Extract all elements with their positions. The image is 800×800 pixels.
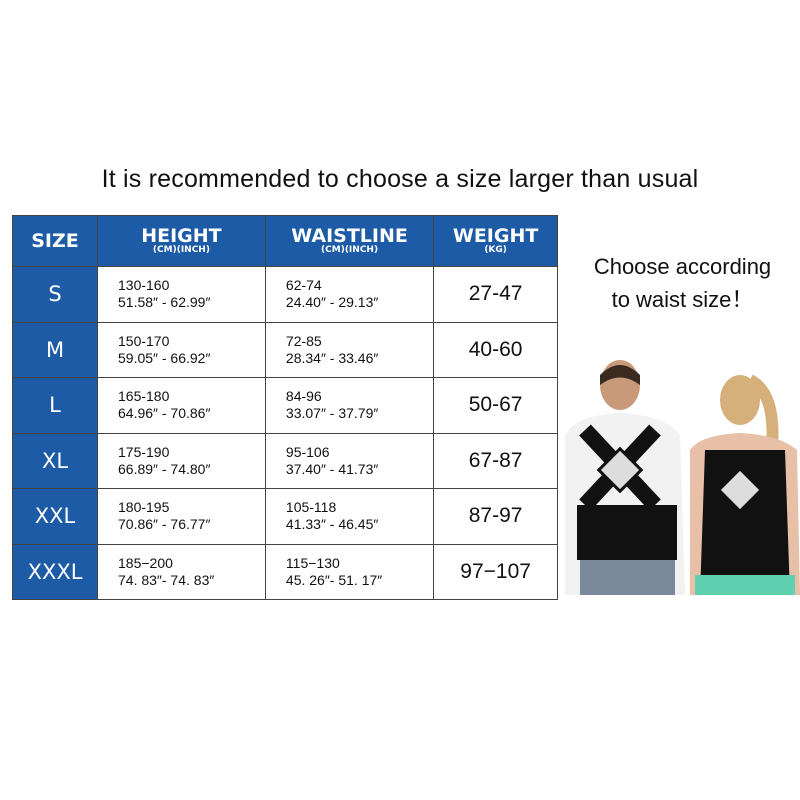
waist-cm: 84-96 [285, 388, 322, 405]
column-header: SIZE [12, 215, 98, 267]
column-header-label: HEIGHT [141, 224, 222, 247]
man-figure [565, 360, 685, 595]
waist-cm: 62-74 [285, 277, 322, 294]
waist-inch: 28.34″ - 33.46″ [285, 349, 379, 366]
waist-cm: 115−130 [285, 554, 340, 571]
height-cm: 175-190 [118, 443, 170, 460]
column-header: WAISTLINE (CM)(INCH) [264, 215, 435, 267]
waist-inch: 37.40″ - 41.73″ [285, 460, 379, 477]
side-note-line2: to waist size！ [611, 287, 754, 312]
product-photo [565, 360, 800, 595]
waist-cm: 105-118 [285, 499, 337, 516]
table-row: M 150-170 59.05″ - 66.92″ 72-85 28.34″ - 3… [12, 321, 558, 378]
waist-cm: 95-106 [285, 443, 330, 460]
table-row: XL 175-190 66.89″ - 74.80″ 95-106 37.40″ -… [12, 432, 558, 489]
waist-inch: 24.40″ - 29.13″ [285, 294, 379, 311]
weight-cell: 50-67 [433, 377, 558, 434]
weight-cell: 40-60 [433, 321, 558, 378]
column-header-label: WAISTLINE [291, 224, 408, 247]
table-row: S 130-160 51.58″ - 62.99″ 62-74 24.40″ - 2… [12, 266, 558, 323]
waist-inch: 45. 26″- 51. 17″ [285, 571, 383, 588]
table-row: XXL 180-195 70.86″ - 76.77″ 105-118 41.33″… [12, 488, 558, 545]
woman-figure [690, 374, 800, 595]
column-header: WEIGHT (KG) [433, 215, 558, 267]
weight-cell: 87-97 [433, 488, 558, 545]
waist-cell: 84-96 33.07″ - 37.79″ [264, 377, 435, 434]
height-cm: 165-180 [118, 388, 170, 405]
height-inch: 64.96″ - 70.86″ [118, 405, 211, 422]
height-cm: 130-160 [118, 277, 170, 294]
waist-cell: 62-74 24.40″ - 29.13″ [264, 266, 435, 323]
waist-cell: 95-106 37.40″ - 41.73″ [264, 432, 435, 489]
size-cell: S [12, 266, 98, 323]
waist-cell: 115−130 45. 26″- 51. 17″ [264, 543, 435, 600]
page-title: It is recommended to choose a size large… [101, 165, 699, 193]
waist-inch: 41.33″ - 46.45″ [285, 516, 379, 533]
side-note-line1: Choose according [593, 254, 772, 279]
size-cell: XXL [12, 488, 98, 545]
side-note: Choose according to waist size！ [565, 250, 800, 316]
waist-cm: 72-85 [285, 332, 322, 349]
weight-cell: 97−107 [433, 543, 558, 600]
height-inch: 51.58″ - 62.99″ [118, 294, 211, 311]
waist-cell: 72-85 28.34″ - 33.46″ [264, 321, 435, 378]
height-inch: 70.86″ - 76.77″ [118, 516, 211, 533]
column-header: HEIGHT (CM)(INCH) [97, 215, 266, 267]
table-row: XXXL 185−200 74. 83″- 74. 83″ 115−130 45. … [12, 543, 558, 600]
waist-cell: 105-118 41.33″ - 46.45″ [264, 488, 435, 545]
weight-cell: 27-47 [433, 266, 558, 323]
size-cell: M [12, 321, 98, 378]
size-cell: L [12, 377, 98, 434]
height-cm: 185−200 [118, 554, 173, 571]
height-cm: 150-170 [118, 332, 170, 349]
column-header-unit: (CM)(INCH) [321, 244, 379, 255]
height-cm: 180-195 [118, 499, 170, 516]
column-header-label: WEIGHT [452, 224, 539, 247]
height-cell: 185−200 74. 83″- 74. 83″ [97, 543, 266, 600]
waist-inch: 33.07″ - 37.79″ [285, 405, 379, 422]
height-cell: 165-180 64.96″ - 70.86″ [97, 377, 266, 434]
column-header-unit: (KG) [484, 244, 507, 255]
height-inch: 66.89″ - 74.80″ [118, 460, 211, 477]
height-cell: 175-190 66.89″ - 74.80″ [97, 432, 266, 489]
table-row: L 165-180 64.96″ - 70.86″ 84-96 33.07″ - 3… [12, 377, 558, 434]
column-header-label: SIZE [31, 230, 79, 252]
height-cell: 130-160 51.58″ - 62.99″ [97, 266, 266, 323]
weight-cell: 67-87 [433, 432, 558, 489]
height-cell: 180-195 70.86″ - 76.77″ [97, 488, 266, 545]
size-chart-table: SIZE HEIGHT (CM)(INCH) WAISTLINE (CM)(INCH) W… [12, 215, 558, 600]
size-cell: XL [12, 432, 98, 489]
column-header-unit: (CM)(INCH) [152, 244, 210, 255]
height-inch: 74. 83″- 74. 83″ [118, 571, 215, 588]
height-cell: 150-170 59.05″ - 66.92″ [97, 321, 266, 378]
height-inch: 59.05″ - 66.92″ [118, 349, 211, 366]
size-cell: XXXL [12, 543, 98, 600]
